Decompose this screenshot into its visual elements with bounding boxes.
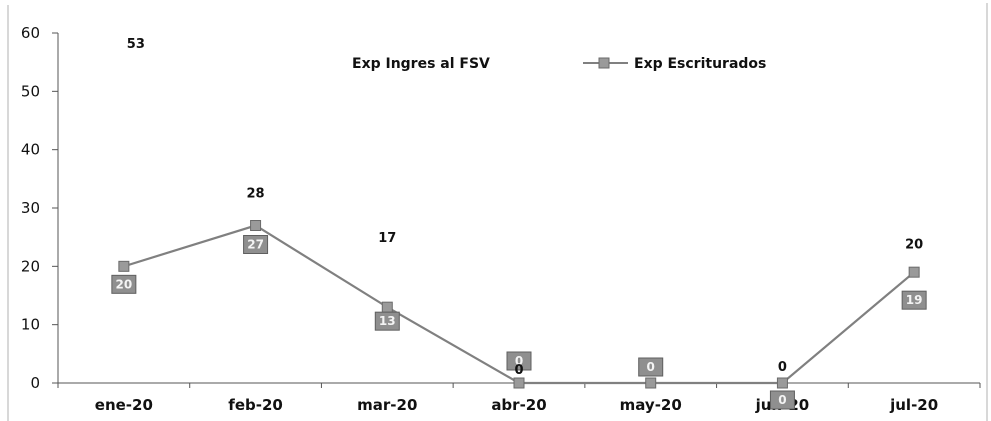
data-point (776, 377, 788, 389)
data-label: 0 (515, 354, 523, 368)
data-label: 17 (378, 231, 396, 246)
y-tick-label: 0 (30, 374, 40, 392)
data-point (118, 260, 130, 272)
legend-label-exp-ingres-al-fsv: Exp Ingres al FSV (352, 56, 490, 72)
data-point (513, 377, 525, 389)
y-tick-label: 40 (21, 141, 40, 159)
y-tick-label: 30 (21, 199, 40, 217)
data-label-box (243, 235, 269, 254)
x-tick-label: mar-20 (357, 396, 417, 414)
data-label-box (638, 357, 664, 377)
data-label: 20 (905, 237, 923, 252)
data-label-box (111, 274, 137, 294)
y-tick-label: 20 (21, 257, 40, 275)
legend: Exp Ingres al FSV Exp Escriturados (352, 56, 766, 72)
y-tick-label: 60 (21, 24, 40, 42)
data-label-box (769, 390, 795, 410)
x-tick-label: ene-20 (95, 396, 153, 414)
data-label: 20 (116, 277, 133, 291)
data-label: 0 (514, 363, 523, 378)
y-tick-label: 10 (21, 316, 40, 334)
x-tick-label: feb-20 (228, 396, 283, 414)
x-tick-label: may-20 (620, 396, 682, 414)
data-label: 19 (906, 293, 923, 307)
legend-label-exp-escriturados: Exp Escriturados (634, 56, 766, 72)
data-point (250, 220, 262, 231)
y-axis: 0 10 20 30 40 50 60 (21, 24, 59, 392)
data-label: 53 (127, 37, 145, 52)
data-point (908, 266, 920, 278)
x-tick-label: abr-20 (491, 396, 546, 414)
data-label-box (901, 290, 927, 310)
data-label: 28 (247, 187, 265, 202)
data-label-box (374, 311, 400, 331)
y-tick-label: 50 (21, 82, 40, 100)
x-tick-label: jul-20 (889, 396, 938, 414)
data-point (645, 377, 657, 389)
data-label: 0 (778, 393, 786, 407)
data-label: 13 (379, 314, 396, 328)
legend-marker-exp-escriturados (598, 57, 610, 69)
data-point (381, 301, 393, 313)
data-label-box (506, 351, 532, 371)
data-label: 0 (778, 360, 787, 375)
data-label: 0 (647, 360, 655, 374)
data-label: 27 (247, 238, 264, 252)
